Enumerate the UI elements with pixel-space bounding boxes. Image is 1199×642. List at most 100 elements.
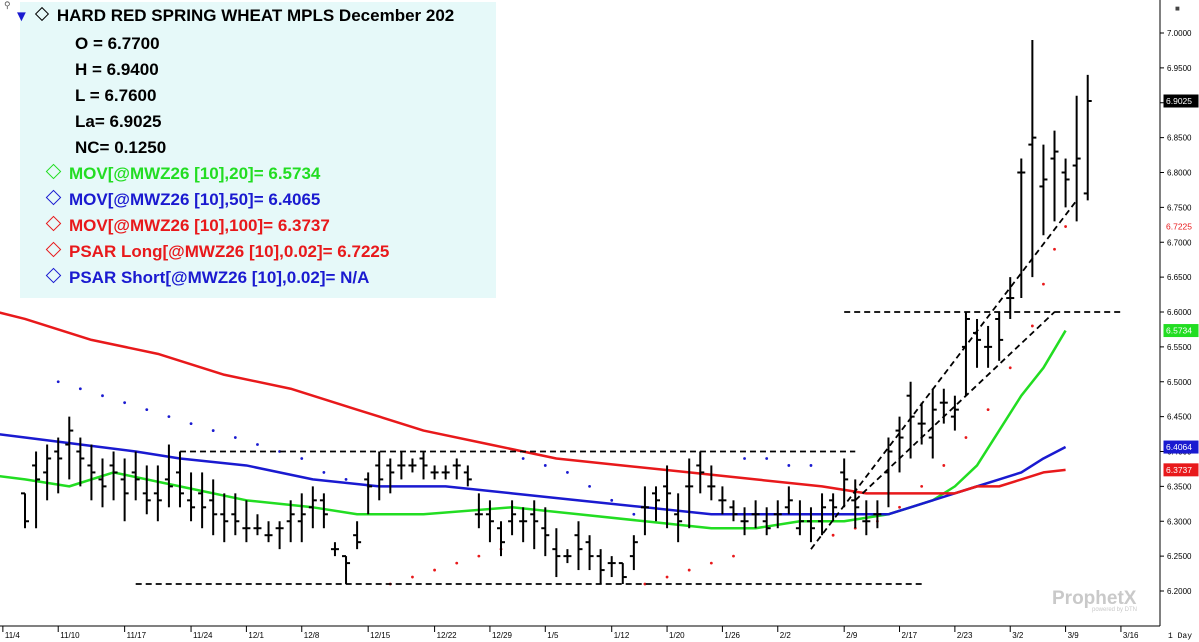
price-tag-label: 6.9025 bbox=[1166, 96, 1192, 106]
ohlc-bar bbox=[829, 493, 838, 522]
last-value: La= 6.9025 bbox=[75, 112, 162, 131]
ohlc-bar bbox=[585, 535, 594, 571]
ohlc-bar bbox=[541, 507, 550, 557]
ohlc-bar bbox=[187, 472, 196, 522]
ohlc-bar bbox=[1028, 39, 1037, 278]
legend-label: PSAR Long[@MWZ26 [10],0.02]= 6.7225 bbox=[69, 242, 390, 261]
ma-line bbox=[0, 311, 1066, 495]
psar-short-diamond-icon bbox=[45, 267, 62, 284]
ohlc-bar bbox=[319, 493, 328, 529]
ohlc-bar bbox=[1061, 158, 1070, 208]
x-tick-label: 3/9 bbox=[1068, 631, 1080, 640]
ohlc-bar bbox=[142, 465, 151, 515]
psar-long-dot bbox=[1008, 366, 1012, 370]
price-tag-label: 6.5734 bbox=[1166, 326, 1192, 336]
ohlc-bar bbox=[1072, 95, 1081, 222]
ohlc-bar bbox=[353, 521, 362, 550]
x-tick-label: 1/26 bbox=[724, 631, 740, 640]
psar-short-dot bbox=[543, 464, 547, 467]
ohlc-bar bbox=[873, 500, 882, 529]
y-axis-ticks: 7.00006.95006.90006.85006.80006.75006.70… bbox=[1160, 29, 1192, 596]
ohlc-bar bbox=[430, 465, 439, 480]
ohlc-bar bbox=[164, 444, 173, 508]
x-tick-label: 2/9 bbox=[846, 631, 858, 640]
chart-title[interactable]: ▼ HARD RED SPRING WHEAT MPLS December 202 bbox=[14, 6, 454, 26]
y-tick-label: 6.7000 bbox=[1167, 238, 1192, 247]
ohlc-bar bbox=[54, 437, 63, 494]
legend-psar-long[interactable]: PSAR Long[@MWZ26 [10],0.02]= 6.7225 bbox=[45, 241, 390, 262]
ohlc-bar bbox=[729, 500, 738, 522]
price-tag-label: 6.7225 bbox=[1166, 222, 1192, 232]
psar-dots bbox=[56, 225, 1067, 586]
x-tick-label: 1/12 bbox=[614, 631, 630, 640]
settings-icon[interactable]: ■ bbox=[1175, 4, 1180, 13]
price-tag-box bbox=[1163, 94, 1199, 108]
psar-long-diamond-icon bbox=[45, 241, 62, 258]
ohlc-bar bbox=[618, 562, 627, 585]
price-tag-box bbox=[1163, 463, 1199, 477]
ohlc-bar bbox=[65, 416, 74, 480]
ohlc-bar bbox=[629, 535, 638, 571]
ohlc-bar bbox=[862, 500, 871, 536]
ohlc-bar bbox=[806, 507, 815, 543]
ohlc-bar bbox=[485, 500, 494, 543]
price-tag: 6.7225 bbox=[1163, 220, 1199, 234]
ohlc-bar bbox=[120, 458, 129, 522]
ohlc-bar bbox=[297, 493, 306, 543]
legend-mov100[interactable]: MOV[@MWZ26 [10],100]= 6.3737 bbox=[45, 215, 330, 236]
psar-short-dot bbox=[588, 484, 591, 488]
ohlc-bar bbox=[818, 493, 827, 536]
ohlc-bar bbox=[497, 521, 506, 557]
ohlc-bar bbox=[452, 458, 461, 480]
psar-short-dot bbox=[167, 415, 171, 419]
x-tick-label: 12/29 bbox=[492, 631, 513, 640]
ohlc-bar bbox=[308, 486, 317, 529]
high-value: H = 6.9400 bbox=[75, 60, 159, 79]
ohlc-bar bbox=[707, 465, 716, 501]
x-tick-label: 11/17 bbox=[127, 631, 147, 640]
ohlc-bar bbox=[674, 493, 683, 543]
legend-mov50[interactable]: MOV[@MWZ26 [10],50]= 6.4065 bbox=[45, 189, 321, 210]
psar-long-dot bbox=[732, 554, 735, 558]
psar-short-dot bbox=[743, 457, 746, 460]
psar-short-dot bbox=[56, 380, 60, 384]
ohlc-bar bbox=[474, 493, 483, 529]
legend-mov20[interactable]: MOV[@MWZ26 [10],20]= 6.5734 bbox=[45, 163, 320, 184]
ohlc-bar bbox=[840, 458, 849, 508]
ohlc-bar bbox=[87, 444, 96, 501]
psar-long-dot bbox=[477, 554, 481, 558]
ohlc-bar bbox=[696, 451, 705, 494]
y-tick-label: 6.8500 bbox=[1167, 134, 1192, 143]
psar-long-dot bbox=[411, 575, 414, 579]
legend-label: MOV[@MWZ26 [10],100]= 6.3737 bbox=[69, 216, 330, 235]
price-tag-label: 6.4064 bbox=[1166, 442, 1192, 452]
y-tick-label: 6.5500 bbox=[1167, 343, 1192, 352]
legend-label: PSAR Short[@MWZ26 [10],0.02]= N/A bbox=[69, 268, 370, 287]
legend-label: MOV[@MWZ26 [10],50]= 6.4065 bbox=[69, 190, 321, 209]
price-tag: 6.4064 bbox=[1163, 440, 1199, 454]
psar-long-dot bbox=[1053, 247, 1056, 251]
psar-short-dot bbox=[765, 457, 769, 460]
low-value: L = 6.7600 bbox=[75, 86, 157, 105]
y-tick-label: 6.3000 bbox=[1167, 517, 1192, 526]
ohlc-bar bbox=[762, 507, 771, 536]
ohlc-bar bbox=[1083, 74, 1092, 201]
y-tick-label: 6.8000 bbox=[1167, 169, 1192, 178]
ohlc-bar bbox=[607, 556, 616, 578]
collapse-arrow-icon[interactable]: ▼ bbox=[14, 8, 29, 25]
ohlc-bar bbox=[1006, 277, 1015, 319]
ohlc-bar bbox=[175, 451, 184, 508]
ohlc-bar bbox=[640, 486, 649, 536]
zoom-icon[interactable]: ⚲ bbox=[4, 0, 11, 10]
ohlc-bar bbox=[906, 381, 915, 459]
psar-long-dot bbox=[433, 568, 436, 572]
trend-lines bbox=[135, 199, 1121, 585]
ohlc-bar bbox=[651, 486, 660, 522]
psar-long-dot bbox=[455, 561, 459, 565]
legend-psar-short[interactable]: PSAR Short[@MWZ26 [10],0.02]= N/A bbox=[45, 267, 370, 288]
mov50-diamond-icon bbox=[45, 189, 62, 206]
ohlc-bar bbox=[231, 493, 240, 536]
ohlc-bar bbox=[375, 451, 384, 501]
psar-long-dot bbox=[831, 533, 835, 537]
